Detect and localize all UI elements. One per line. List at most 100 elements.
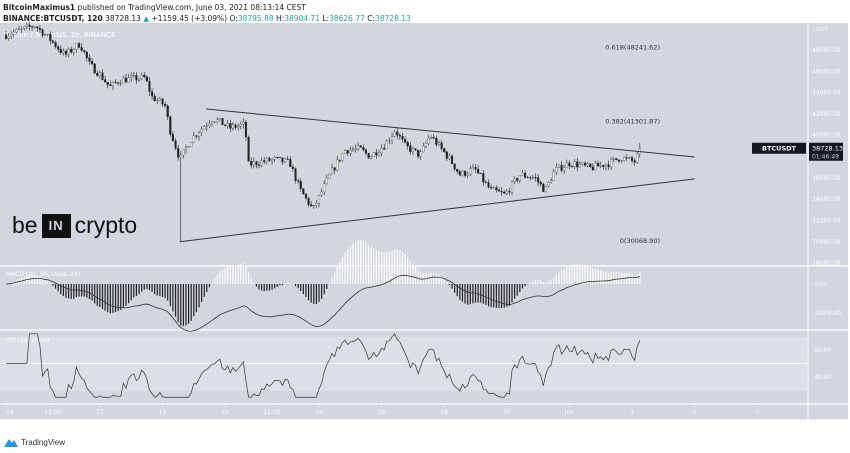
candle-body <box>104 79 107 83</box>
tradingview-brand[interactable]: TradingView <box>4 437 65 447</box>
candle-body <box>336 159 339 171</box>
candle-body <box>273 157 276 160</box>
price-tick-label: 28000.00 <box>812 260 841 267</box>
candle-body <box>445 151 448 159</box>
candle-body <box>317 194 321 204</box>
candle-body <box>330 167 334 175</box>
candle-body <box>184 147 188 151</box>
candle-body <box>453 163 456 170</box>
candle-body <box>409 145 412 152</box>
candle-body <box>229 123 232 129</box>
candle-body <box>96 73 99 76</box>
candle-body <box>49 33 52 41</box>
candle-body <box>218 118 221 120</box>
candle-body <box>12 31 15 35</box>
candle-body <box>166 105 169 117</box>
candle-body <box>325 177 328 184</box>
candle-body <box>377 152 381 156</box>
candle-body <box>284 158 287 163</box>
price-tick-label: 34000.00 <box>812 196 841 203</box>
candle-body <box>177 148 180 158</box>
candle-body <box>307 197 310 205</box>
candle-body <box>357 145 360 149</box>
candle-body <box>310 204 313 207</box>
candle-body <box>289 158 292 168</box>
candle-body <box>106 81 109 85</box>
candle-body <box>586 163 589 166</box>
countdown-label: 01:46:49 <box>812 154 839 161</box>
publisher-name[interactable]: BitcoinMaximus1 <box>3 3 76 12</box>
candle-body <box>174 140 177 149</box>
candle-body <box>93 63 96 74</box>
candle-body <box>70 48 73 53</box>
candle-body <box>197 132 201 137</box>
candle-body <box>620 160 623 162</box>
candle-body <box>380 148 383 154</box>
candle-body <box>161 98 164 105</box>
candle-body <box>270 159 274 162</box>
candle-body <box>216 119 219 122</box>
candle-body <box>88 57 91 62</box>
candle-body <box>351 149 354 151</box>
candle-body <box>398 135 401 137</box>
candle-body <box>122 77 125 84</box>
candle-body <box>164 104 167 106</box>
candle-body <box>524 172 527 178</box>
candle-body <box>404 139 407 143</box>
candle-body <box>221 118 224 126</box>
candle-body <box>594 162 597 170</box>
time-tick-label: 24 <box>315 409 323 416</box>
candle-body <box>628 157 631 159</box>
candle-body <box>372 152 375 157</box>
price-tick-label: 44000.00 <box>812 90 841 97</box>
candle-body <box>151 91 154 97</box>
candle-body <box>537 177 540 183</box>
candle-body <box>135 75 138 81</box>
macd-tick-label: 0.00 <box>814 281 828 288</box>
candle-body <box>364 149 367 154</box>
candle-body <box>239 124 242 127</box>
candle-body <box>542 183 545 192</box>
candle-body <box>427 137 430 144</box>
axis-currency: USDT <box>813 27 829 33</box>
candle-body <box>72 49 75 53</box>
candle-body <box>495 187 498 191</box>
high-value: 38904.71 <box>284 14 320 23</box>
candle-body <box>192 135 195 143</box>
candle-body <box>557 164 561 168</box>
candle-body <box>244 121 248 138</box>
candle-body <box>242 121 245 125</box>
candle-body <box>563 167 566 171</box>
low-value: 38626.77 <box>329 14 365 23</box>
candle-body <box>57 46 60 50</box>
candle-body <box>158 98 161 101</box>
rsi-label: RSI (14, close) <box>6 337 49 344</box>
time-tick-label: 26 <box>378 409 386 416</box>
candle-body <box>482 173 485 183</box>
candle-body <box>617 159 621 162</box>
price-tick-label: 46000.00 <box>812 68 841 75</box>
candle-body <box>406 142 409 147</box>
candle-body <box>430 137 433 139</box>
trendline-support <box>179 178 695 243</box>
candle-body <box>375 152 378 156</box>
symbol-interval[interactable]: BINANCE:BTCUSDT, 120 <box>3 14 103 23</box>
candle-body <box>560 164 563 171</box>
time-tick-label: 28 <box>440 409 448 416</box>
candle-body <box>85 51 88 58</box>
candle-body <box>526 176 529 178</box>
candle-body <box>38 27 41 30</box>
candle-body <box>75 43 78 50</box>
candle-body <box>440 142 443 149</box>
candle-body <box>143 74 146 77</box>
candle-body <box>127 77 130 83</box>
candle-body <box>237 125 240 128</box>
candle-body <box>276 157 279 159</box>
rsi-line <box>6 333 641 398</box>
candle-body <box>604 164 607 167</box>
candle-body <box>422 146 425 152</box>
candle-body <box>312 205 315 207</box>
candle-body <box>633 160 636 163</box>
symbol-tag-label: BTCUSDT <box>762 145 797 153</box>
